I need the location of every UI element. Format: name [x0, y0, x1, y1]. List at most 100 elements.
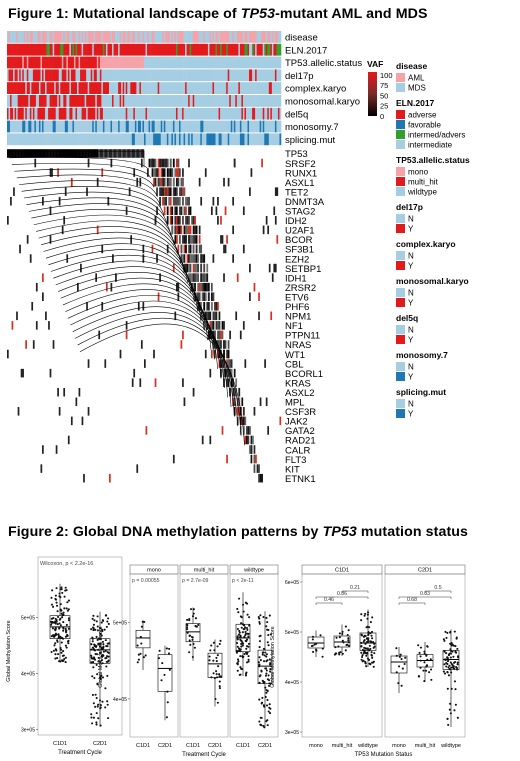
data-point	[344, 625, 347, 628]
data-point	[216, 645, 219, 648]
data-point	[100, 634, 103, 637]
data-point	[51, 589, 54, 592]
data-point	[95, 697, 98, 700]
data-point	[258, 681, 261, 684]
legend-swatch-Y	[396, 224, 405, 233]
legend-swatch-N	[396, 362, 405, 371]
x-tick-mono-C2D1: C2D1	[158, 743, 172, 749]
data-point	[241, 644, 244, 647]
legend-label-adverse: adverse	[408, 111, 437, 120]
legend-title-splicing-mut: splicing.mut	[396, 387, 446, 397]
comparison-bracket	[315, 596, 369, 599]
data-point	[106, 660, 109, 663]
data-point	[267, 633, 270, 637]
annotation-label-ELN-2017: ELN.2017	[285, 45, 327, 56]
legend-label-Y: Y	[408, 373, 414, 382]
data-point	[244, 674, 248, 677]
data-point	[366, 657, 370, 660]
annotation-label-TP53-allelic-status: TP53.allelic.status	[285, 58, 362, 69]
data-point	[100, 659, 104, 662]
x-tick-C2D1-mono: mono	[392, 743, 406, 749]
data-point	[244, 630, 247, 633]
data-point	[58, 627, 61, 630]
data-point	[65, 607, 68, 610]
data-point	[247, 642, 251, 645]
legend-swatch-Y	[396, 409, 405, 418]
legend-label-wildtype: wildtype	[407, 188, 437, 197]
data-point	[96, 682, 99, 685]
data-point	[258, 720, 261, 723]
data-point	[456, 647, 459, 650]
legend-title-TP53-allelic-status: TP53.allelic.status	[396, 155, 470, 165]
data-point	[208, 659, 211, 662]
data-point	[90, 713, 93, 716]
data-point	[263, 726, 266, 729]
box-C1D1	[49, 583, 71, 664]
data-point	[107, 717, 110, 720]
data-point	[258, 640, 262, 643]
x-tick-multi_hit-C1D1: C1D1	[186, 743, 200, 749]
data-point	[248, 624, 251, 627]
legend-swatch-N	[396, 251, 405, 260]
data-point	[215, 660, 218, 663]
legend-title-monosomal-karyo: monosomal.karyo	[396, 276, 469, 286]
data-point	[239, 650, 242, 653]
data-point	[449, 656, 452, 659]
data-point	[50, 596, 53, 599]
data-point	[90, 654, 93, 657]
data-point	[265, 704, 269, 707]
data-point	[61, 654, 64, 657]
data-point	[269, 682, 272, 685]
data-point	[395, 671, 398, 674]
data-point	[67, 627, 70, 630]
data-point	[102, 650, 105, 653]
gene-label-JAK2: JAK2	[285, 417, 308, 428]
data-point	[163, 673, 166, 676]
data-point	[54, 597, 57, 600]
data-point	[191, 638, 194, 641]
data-point	[365, 637, 368, 640]
data-point	[360, 634, 363, 637]
data-point	[344, 649, 347, 652]
data-point	[245, 672, 248, 675]
data-point	[372, 665, 375, 668]
data-point	[268, 684, 271, 687]
data-point	[452, 667, 455, 670]
legend-label-favorable: favorable	[408, 121, 441, 130]
data-point	[105, 625, 108, 628]
comparison-p-C2D1-2: 0.83	[420, 591, 430, 597]
data-point	[398, 665, 401, 668]
data-point	[259, 723, 262, 726]
data-point	[140, 625, 143, 628]
data-point	[453, 709, 456, 712]
legend-label-Y: Y	[408, 410, 414, 419]
data-point	[101, 676, 105, 679]
data-point	[243, 636, 246, 639]
gene-label-NF1: NF1	[285, 321, 303, 332]
data-point	[53, 644, 56, 647]
data-point	[311, 644, 314, 647]
data-point	[60, 651, 63, 654]
data-point	[268, 614, 271, 617]
data-point	[268, 658, 271, 661]
legend-swatch-Y	[396, 298, 405, 307]
data-point	[370, 651, 373, 654]
data-point	[143, 620, 146, 623]
data-point	[239, 648, 242, 651]
data-point	[265, 672, 268, 675]
facet-label-mono: mono	[147, 568, 161, 574]
legend-label-mono: mono	[408, 168, 429, 177]
data-point	[247, 655, 250, 658]
data-point	[454, 688, 457, 691]
annotation-label-del5q: del5q	[285, 109, 308, 120]
data-point	[136, 644, 139, 647]
legend-swatch-N	[396, 214, 405, 223]
data-point	[245, 661, 249, 664]
data-point	[57, 633, 60, 636]
data-point	[267, 674, 270, 677]
box-mono-C2D1	[157, 645, 173, 721]
data-point	[268, 703, 271, 706]
panel-a-stat: Wilcoxon, p < 2.2e-16	[40, 561, 93, 567]
comparison-bracket	[341, 590, 369, 593]
